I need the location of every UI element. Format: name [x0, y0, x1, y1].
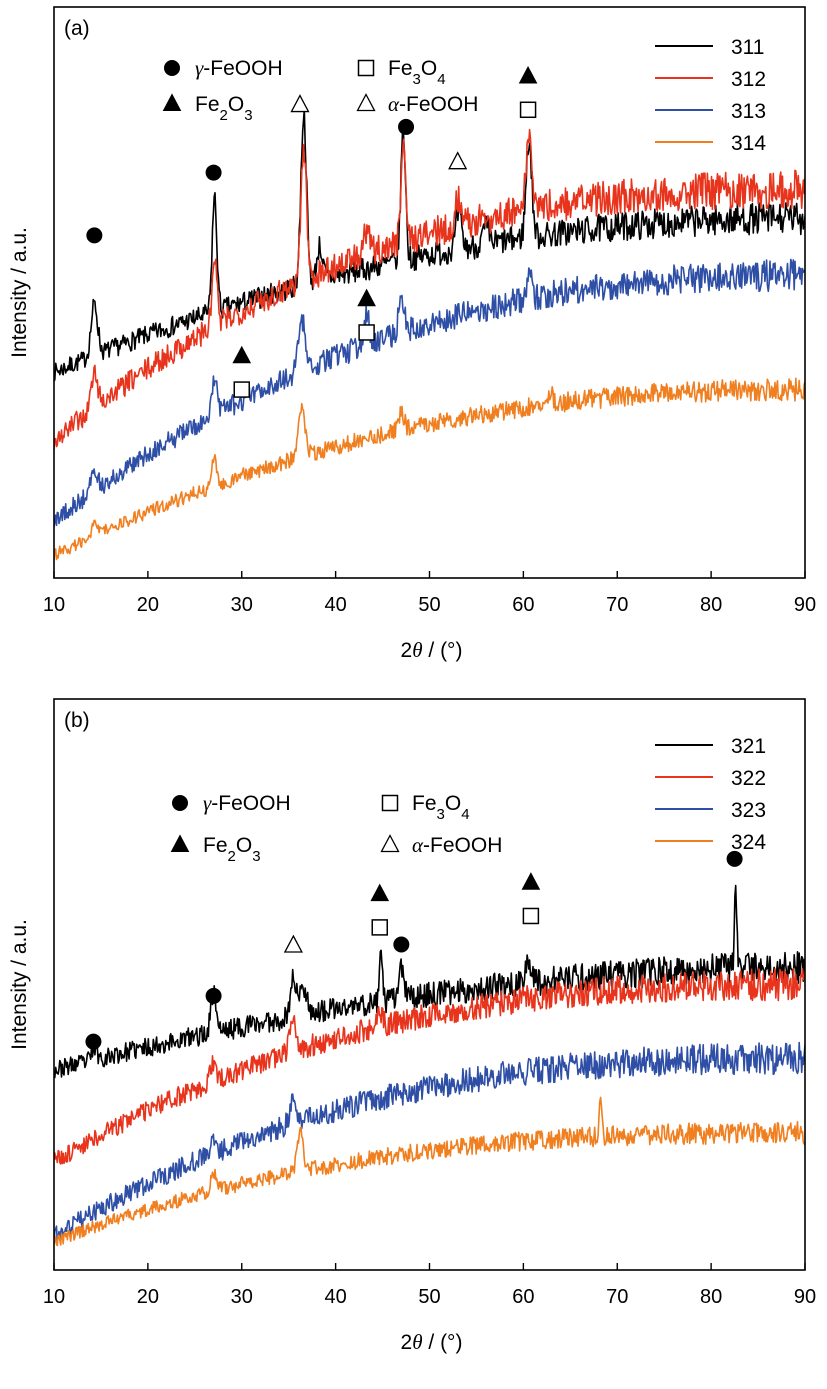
phase-markers	[85, 851, 742, 1050]
phase-key-alpha-label: α-FeOOH	[388, 92, 478, 116]
fe2o3-marker	[371, 885, 388, 901]
fe2o3-marker	[522, 873, 539, 889]
x-tick-label: 40	[325, 1286, 347, 1308]
fe3o4-marker	[383, 796, 398, 811]
alpha-feooh-marker	[291, 96, 308, 112]
x-tick-label: 30	[231, 594, 253, 616]
x-tick-label: 70	[606, 594, 628, 616]
series-311-line	[54, 109, 805, 381]
fe3o4-marker	[359, 61, 374, 76]
legend-label-323: 323	[731, 799, 766, 822]
phase-key-gamma-label: γ-FeOOH	[195, 56, 283, 80]
fe3o4-marker	[372, 920, 387, 935]
alpha-feooh-marker	[449, 153, 466, 169]
x-tick-label: 60	[512, 594, 534, 616]
x-tick-label: 40	[325, 594, 347, 616]
fe3o4-marker	[523, 908, 538, 923]
fe2o3-marker	[172, 836, 189, 852]
series-legend: 321 322 323 324	[655, 735, 766, 854]
alpha-feooh-marker	[382, 836, 399, 852]
series-312-line	[54, 130, 805, 450]
phase-key-fe2o3-label: Fe2O3	[195, 93, 253, 124]
alpha-feooh-marker	[285, 936, 302, 952]
x-tick-label: 20	[137, 594, 159, 616]
gamma-feooh-marker	[85, 1034, 101, 1050]
x-tick-label: 10	[43, 594, 65, 616]
x-axis-label: 2θ / (°)	[401, 1330, 463, 1354]
gamma-feooh-marker	[398, 119, 414, 135]
phase-key-fe3o4-label: Fe3O4	[412, 792, 470, 823]
legend-label-313: 313	[731, 100, 766, 123]
x-tick-label: 90	[794, 594, 816, 616]
fe3o4-marker	[521, 102, 536, 117]
x-tick-label: 10	[43, 1286, 65, 1308]
phase-key-fe3o4-label: Fe3O4	[388, 57, 446, 88]
x-tick-label: 20	[137, 1286, 159, 1308]
fe3o4-marker	[359, 325, 374, 340]
panel-label: (b)	[64, 709, 90, 732]
phase-key-fe2o3-label: Fe2O3	[203, 834, 261, 865]
gamma-feooh-marker	[164, 60, 180, 76]
xrd-chart-a: 10 20 30 40 50 60 70 80 90 2θ / (°) Intensity / a.…	[0, 0, 827, 692]
x-tick-label: 80	[700, 1286, 722, 1308]
gamma-feooh-marker	[172, 795, 188, 811]
fe2o3-marker	[164, 95, 181, 111]
series-legend: 311 312 313 314	[655, 36, 766, 155]
series-324-line	[54, 1097, 805, 1245]
chart-svg: 10 20 30 40 50 60 70 80 90 2θ / (°) Intensity / a.…	[0, 0, 827, 692]
legend-label-322: 322	[731, 767, 766, 790]
x-tick-label: 50	[418, 1286, 440, 1308]
phase-key-alpha-label: α-FeOOH	[412, 833, 502, 857]
series-314-line	[54, 378, 805, 561]
alpha-feooh-marker	[358, 95, 375, 111]
fe3o4-marker	[234, 382, 249, 397]
x-tick-label: 80	[700, 594, 722, 616]
legend-label-311: 311	[731, 36, 764, 59]
x-tick-label: 90	[794, 1286, 816, 1308]
panel-label: (a)	[64, 17, 90, 40]
traces	[54, 109, 805, 561]
traces	[54, 886, 805, 1246]
legend-label-321: 321	[731, 735, 766, 758]
y-axis-label: Intensity / a.u.	[8, 919, 31, 1050]
fe2o3-marker	[358, 290, 375, 306]
legend-label-314: 314	[731, 132, 766, 155]
y-axis-label: Intensity / a.u.	[8, 227, 31, 358]
gamma-feooh-marker	[206, 165, 222, 181]
x-tick-label: 30	[231, 1286, 253, 1308]
legend-label-312: 312	[731, 68, 766, 91]
x-tick-label: 60	[512, 1286, 534, 1308]
legend-label-324: 324	[731, 831, 766, 854]
x-tick-label: 50	[418, 594, 440, 616]
phase-markers	[86, 67, 536, 397]
phase-key-gamma-label: γ-FeOOH	[203, 791, 291, 815]
gamma-feooh-marker	[86, 227, 102, 243]
xrd-chart-b: 10 20 30 40 50 60 70 80 90 2θ / (°) Intensity / a.…	[0, 692, 827, 1384]
phase-key: γ-FeOOH Fe3O4 Fe2O3 α-FeOOH	[164, 56, 479, 124]
x-axis-label: 2θ / (°)	[401, 638, 463, 662]
fe2o3-marker	[233, 347, 250, 363]
fe2o3-marker	[520, 67, 537, 83]
gamma-feooh-marker	[393, 937, 409, 953]
gamma-feooh-marker	[206, 988, 222, 1004]
phase-key: γ-FeOOH Fe3O4 Fe2O3 α-FeOOH	[172, 791, 503, 865]
x-tick-label: 70	[606, 1286, 628, 1308]
chart-svg: 10 20 30 40 50 60 70 80 90 2θ / (°) Intensity / a.…	[0, 692, 827, 1384]
